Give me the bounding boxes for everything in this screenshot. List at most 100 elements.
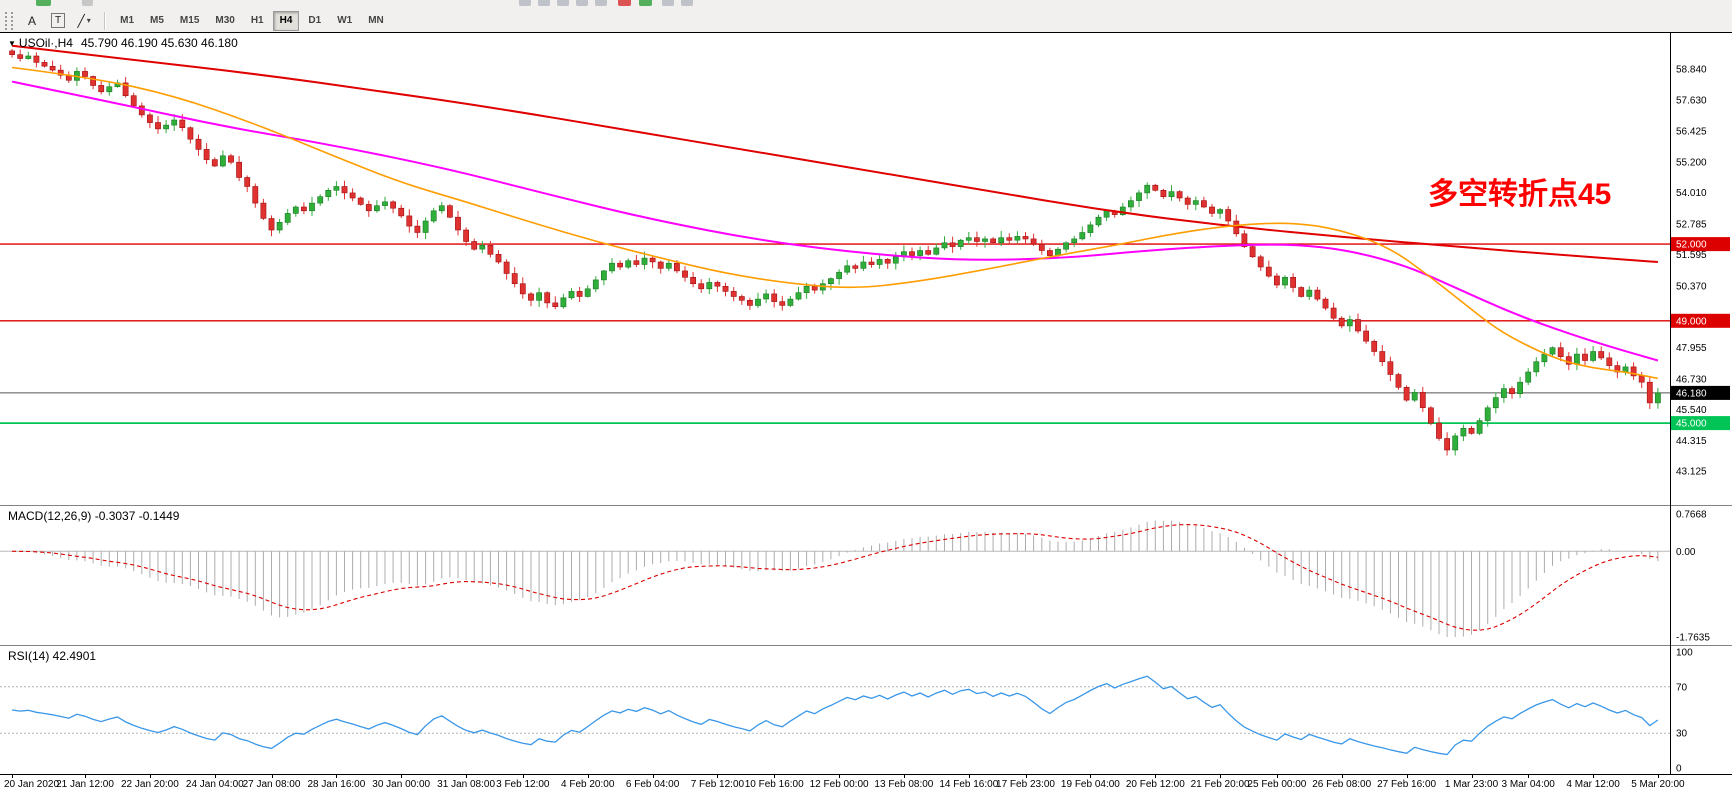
time-label: 27 Jan 08:00 [242, 779, 301, 790]
time-label: 10 Feb 16:00 [744, 779, 804, 790]
timeframe-group: M1 M5 M15 M30 H1 H4 D1 W1 MN [112, 10, 392, 31]
clipped-icon [662, 0, 674, 6]
svg-text:50.370: 50.370 [1676, 281, 1707, 292]
toolbar: A T ╱ ▾ M1 M5 M15 M30 H1 H4 D1 W1 MN [0, 0, 1732, 33]
timeframe-button-m5[interactable]: M5 [150, 15, 164, 26]
svg-text:58.840: 58.840 [1676, 65, 1707, 76]
svg-text:51.595: 51.595 [1676, 250, 1707, 261]
svg-text:0.00: 0.00 [1676, 547, 1696, 558]
time-tick [1220, 775, 1222, 778]
trendline-tool-button[interactable]: ╱ ▾ [73, 11, 95, 31]
timeframe-button-m30[interactable]: M30 [215, 15, 235, 26]
svg-text:30: 30 [1676, 729, 1688, 740]
time-tick [1528, 775, 1530, 778]
time-tick [717, 775, 719, 778]
time-label: 7 Feb 12:00 [690, 779, 745, 790]
svg-text:45.000: 45.000 [1676, 419, 1707, 430]
time-label: 20 Feb 12:00 [1125, 779, 1185, 790]
timeframe-button-mn[interactable]: MN [368, 15, 384, 26]
time-label: 26 Feb 08:00 [1312, 779, 1372, 790]
time-label: 21 Feb 20:00 [1190, 779, 1250, 790]
text-label-icon: A [27, 13, 36, 28]
svg-text:57.630: 57.630 [1676, 96, 1707, 107]
time-label: 5 Mar 20:00 [1631, 779, 1685, 790]
time-label: 3 Feb 12:00 [496, 779, 550, 790]
time-tick [1155, 775, 1157, 778]
clipped-icon [36, 0, 51, 6]
timeframe-button-h1[interactable]: H1 [250, 15, 264, 26]
timeframe-button-m1[interactable]: M1 [120, 15, 135, 26]
time-label: 31 Jan 08:00 [437, 779, 496, 790]
panel-separator[interactable] [0, 505, 1732, 506]
svg-text:56.425: 56.425 [1676, 126, 1707, 137]
rsi-label: RSI(14) 42.4901 [8, 649, 97, 663]
clipped-toolbar-icons [0, 0, 1732, 8]
macd-panel[interactable]: 0.7668 0.00 -1.7635 MACD(12,26,9) -0.3037 … [0, 506, 1732, 645]
time-tick [1090, 775, 1092, 778]
svg-text:70: 70 [1676, 682, 1688, 693]
candlestick-chart[interactable]: 58.840 57.630 56.425 55.200 54.010 52.785 51.5… [0, 33, 1732, 505]
panel-separator[interactable] [0, 645, 1732, 646]
time-tick [1406, 775, 1408, 778]
time-label: 4 Mar 12:00 [1566, 779, 1620, 790]
collapse-triangle-icon[interactable]: ▼ [8, 39, 16, 48]
time-tick [1276, 775, 1278, 778]
price-chart-panel[interactable]: 58.840 57.630 56.425 55.200 54.010 52.785 51.5… [0, 33, 1732, 505]
time-tick [1657, 775, 1659, 778]
clipped-icon [595, 0, 607, 6]
toolbar-separator [104, 11, 106, 30]
time-label: 28 Jan 16:00 [307, 779, 366, 790]
svg-text:43.125: 43.125 [1676, 467, 1707, 478]
timeframe-button-w1[interactable]: W1 [337, 15, 353, 26]
time-tick [1593, 775, 1595, 778]
symbol-title: ▼ USOil·,H4 45.790 46.190 45.630 46.180 [8, 36, 238, 50]
time-tick [652, 775, 654, 778]
price-axis-border [1670, 33, 1671, 774]
time-tick [1341, 775, 1343, 778]
time-tick [401, 775, 403, 778]
price-scale[interactable] [1671, 33, 1732, 774]
time-tick [214, 775, 216, 778]
time-label: 20 Jan 2020 [4, 779, 60, 790]
time-tick [774, 775, 776, 778]
time-label: 17 Feb 23:00 [996, 779, 1055, 790]
macd-chart[interactable]: 0.7668 0.00 -1.7635 [0, 506, 1732, 645]
timeframe-button-m15[interactable]: M15 [179, 15, 200, 26]
timeframe-button-d1[interactable]: D1 [308, 15, 322, 26]
svg-text:55.200: 55.200 [1676, 158, 1707, 169]
clipped-icon [519, 0, 531, 6]
time-tick [1471, 775, 1473, 778]
chart-annotation-text[interactable]: 多空转折点45 [1428, 178, 1612, 211]
svg-text:54.010: 54.010 [1676, 188, 1707, 199]
text-box-icon: T [51, 13, 66, 28]
svg-text:52.785: 52.785 [1676, 220, 1707, 231]
time-label: 24 Jan 04:00 [185, 779, 244, 790]
text-box-tool-button[interactable]: T [47, 11, 69, 31]
time-tick [85, 775, 86, 778]
text-label-tool-button[interactable]: A [21, 11, 43, 31]
time-tick [336, 775, 338, 778]
time-tick [149, 775, 151, 778]
clipped-icon [576, 0, 588, 6]
toolbar-drag-handle[interactable] [5, 11, 13, 30]
time-label: 27 Feb 16:00 [1377, 779, 1437, 790]
svg-text:-1.7635: -1.7635 [1676, 633, 1710, 644]
rsi-panel[interactable]: 100 70 30 0 RSI(14) 42.4901 [0, 646, 1732, 774]
time-tick [839, 775, 841, 778]
time-tick [903, 775, 905, 778]
timeframe-button-h4[interactable]: H4 [272, 10, 300, 31]
chevron-down-icon: ▾ [86, 16, 91, 25]
clipped-icon [639, 0, 652, 6]
clipped-icon [618, 0, 631, 6]
macd-label: MACD(12,26,9) -0.3037 -0.1449 [8, 509, 180, 523]
rsi-chart[interactable]: 100 70 30 0 [0, 646, 1732, 774]
svg-text:0: 0 [1676, 764, 1682, 775]
chart-area[interactable]: 58.840 57.630 56.425 55.200 54.010 52.785 51.5… [0, 33, 1732, 794]
time-tick [466, 775, 468, 778]
time-axis[interactable]: 20 Jan 2020 21 Jan 12:00 22 Jan 20:00 24 Ja… [0, 775, 1732, 794]
time-label: 12 Feb 00:00 [809, 779, 869, 790]
time-label: 1 Mar 23:00 [1444, 779, 1499, 790]
svg-text:45.540: 45.540 [1676, 405, 1707, 416]
time-tick [1025, 775, 1027, 778]
